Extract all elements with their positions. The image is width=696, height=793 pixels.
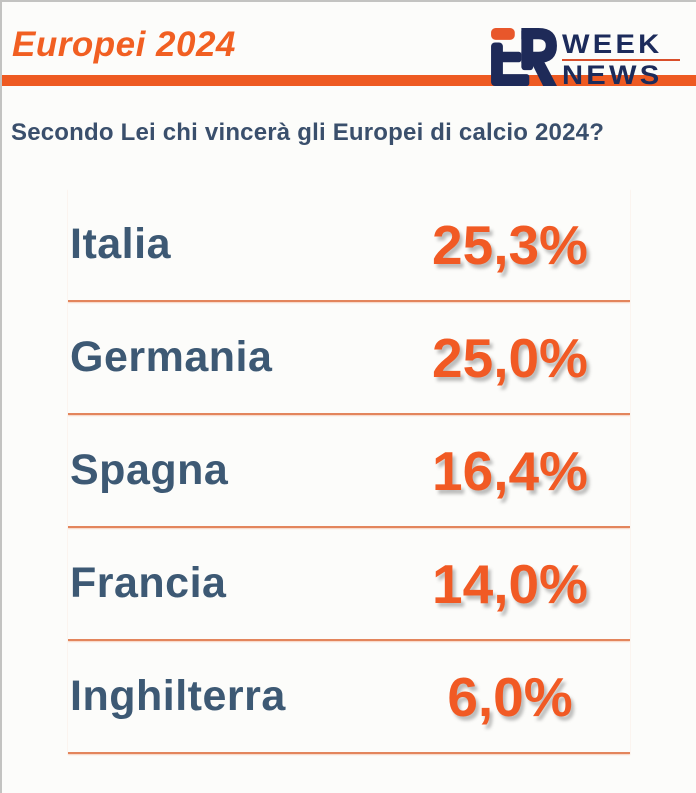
logo-wordmark: WEEK NEWS (562, 28, 680, 89)
result-row-francia: Francia 14,0% (68, 528, 630, 641)
country-label: Spagna (70, 446, 229, 494)
result-row-germania: Germania 25,0% (68, 302, 630, 415)
accent-bar (2, 75, 696, 86)
er-week-news-logo: WEEK NEWS (491, 28, 680, 89)
logo-divider-line (562, 59, 680, 61)
percentage-value: 25,3% (432, 213, 588, 276)
country-label: Italia (70, 220, 171, 268)
result-row-italia: Italia 25,3% (68, 189, 630, 302)
poll-question: Secondo Lei chi vincerà gli Europei di c… (11, 119, 605, 146)
result-row-inghilterra: Inghilterra 6,0% (68, 641, 630, 754)
page-title: Europei 2024 (12, 25, 236, 64)
percentage-value: 16,4% (432, 439, 588, 502)
percentage-value: 25,0% (432, 326, 588, 389)
logo-word-week: WEEK (562, 29, 663, 59)
country-label: Inghilterra (70, 672, 286, 720)
logo-word-news: NEWS (562, 60, 663, 90)
country-label: Francia (70, 559, 227, 607)
result-row-spagna: Spagna 16,4% (68, 415, 630, 528)
country-label: Germania (70, 333, 273, 381)
results-list: Italia 25,3% Germania 25,0% Spagna 16,4%… (68, 189, 630, 754)
header: Europei 2024 WEEK NEWS (2, 2, 696, 89)
percentage-value: 6,0% (447, 665, 573, 728)
percentage-value: 14,0% (432, 552, 588, 615)
er-monogram-icon (491, 28, 557, 86)
